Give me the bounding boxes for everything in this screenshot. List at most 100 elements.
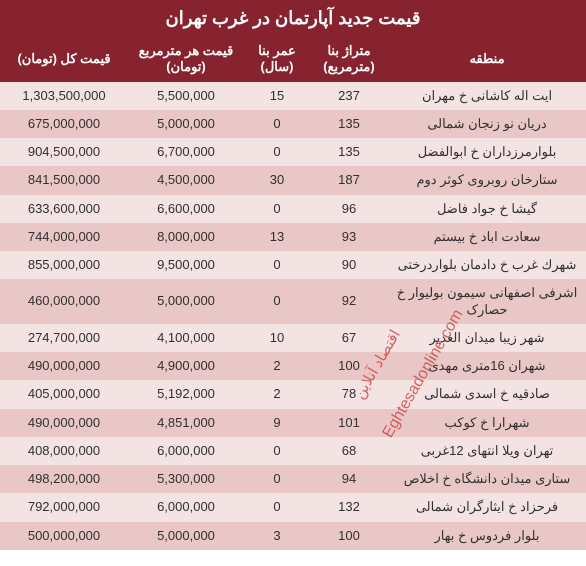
cell-ppm: 6,600,000 — [128, 195, 244, 223]
cell-area: 100 — [310, 522, 388, 550]
cell-area: 100 — [310, 352, 388, 380]
cell-region: دریان نو زنجان شمالی — [388, 110, 586, 138]
cell-area: 96 — [310, 195, 388, 223]
cell-region: شهرارا خ کوکب — [388, 409, 586, 437]
cell-area: 67 — [310, 324, 388, 352]
table-row: بلوار فردوس خ بهار10035,000,000500,000,0… — [0, 522, 586, 550]
col-header-ppm: قیمت هر مترمربع (تومان) — [128, 37, 244, 82]
table-row: شهرارا خ کوکب10194,851,000490,000,000 — [0, 409, 586, 437]
cell-total: 405,000,000 — [0, 380, 128, 408]
cell-region: شهران 16متری مهدی — [388, 352, 586, 380]
cell-age: 0 — [244, 279, 310, 324]
cell-ppm: 5,500,000 — [128, 82, 244, 110]
table-body: ایت اله کاشانی خ مهران237155,500,0001,30… — [0, 82, 586, 550]
cell-ppm: 5,000,000 — [128, 522, 244, 550]
cell-region: بلوار فردوس خ بهار — [388, 522, 586, 550]
cell-ppm: 6,000,000 — [128, 493, 244, 521]
cell-age: 9 — [244, 409, 310, 437]
cell-age: 3 — [244, 522, 310, 550]
cell-area: 94 — [310, 465, 388, 493]
cell-area: 78 — [310, 380, 388, 408]
cell-ppm: 5,000,000 — [128, 110, 244, 138]
cell-ppm: 5,192,000 — [128, 380, 244, 408]
cell-region: شهرك غرب خ دادمان بلواردرختی — [388, 251, 586, 279]
cell-total: 408,000,000 — [0, 437, 128, 465]
cell-total: 274,700,000 — [0, 324, 128, 352]
cell-ppm: 9,500,000 — [128, 251, 244, 279]
cell-age: 13 — [244, 223, 310, 251]
cell-age: 0 — [244, 195, 310, 223]
apartment-price-table: قیمت جدید آپارتمان در غرب تهران منطقه مت… — [0, 0, 586, 550]
cell-area: 92 — [310, 279, 388, 324]
cell-ppm: 4,851,000 — [128, 409, 244, 437]
cell-ppm: 4,900,000 — [128, 352, 244, 380]
cell-age: 0 — [244, 493, 310, 521]
table-row: ستارخان روبروی کوثر دوم187304,500,000841… — [0, 166, 586, 194]
cell-ppm: 6,700,000 — [128, 138, 244, 166]
cell-area: 101 — [310, 409, 388, 437]
cell-region: سعادت اباد خ بیستم — [388, 223, 586, 251]
table-title: قیمت جدید آپارتمان در غرب تهران — [0, 0, 586, 37]
cell-age: 15 — [244, 82, 310, 110]
col-header-region: منطقه — [388, 37, 586, 82]
cell-age: 0 — [244, 138, 310, 166]
table-row: دریان نو زنجان شمالی13505,000,000675,000… — [0, 110, 586, 138]
cell-total: 744,000,000 — [0, 223, 128, 251]
cell-total: 1,303,500,000 — [0, 82, 128, 110]
table-row: شهر زیبا میدان الغدیر67104,100,000274,70… — [0, 324, 586, 352]
cell-area: 90 — [310, 251, 388, 279]
cell-ppm: 5,300,000 — [128, 465, 244, 493]
cell-area: 135 — [310, 110, 388, 138]
col-header-total: قیمت کل (تومان) — [0, 37, 128, 82]
cell-age: 0 — [244, 437, 310, 465]
cell-age: 0 — [244, 110, 310, 138]
table-row: اشرفی اصفهانی سیمون بولیوار خ حصارک9205,… — [0, 279, 586, 324]
cell-total: 460,000,000 — [0, 279, 128, 324]
cell-area: 93 — [310, 223, 388, 251]
cell-region: گیشا خ جواد فاضل — [388, 195, 586, 223]
cell-ppm: 4,100,000 — [128, 324, 244, 352]
cell-region: صادقیه خ اسدی شمالی — [388, 380, 586, 408]
col-header-area: متراژ بنا (مترمربع) — [310, 37, 388, 82]
table-row: شهران 16متری مهدی10024,900,000490,000,00… — [0, 352, 586, 380]
cell-total: 904,500,000 — [0, 138, 128, 166]
cell-age: 0 — [244, 465, 310, 493]
cell-total: 855,000,000 — [0, 251, 128, 279]
cell-region: بلوارمرزداران خ ابوالفضل — [388, 138, 586, 166]
cell-ppm: 5,000,000 — [128, 279, 244, 324]
cell-region: ستاری میدان دانشگاه خ اخلاص — [388, 465, 586, 493]
col-header-age: عمر بنا (سال) — [244, 37, 310, 82]
cell-ppm: 8,000,000 — [128, 223, 244, 251]
cell-ppm: 4,500,000 — [128, 166, 244, 194]
cell-total: 490,000,000 — [0, 352, 128, 380]
cell-total: 490,000,000 — [0, 409, 128, 437]
table-row: سعادت اباد خ بیستم93138,000,000744,000,0… — [0, 223, 586, 251]
cell-area: 237 — [310, 82, 388, 110]
cell-total: 498,200,000 — [0, 465, 128, 493]
cell-total: 633,600,000 — [0, 195, 128, 223]
table-row: ایت اله کاشانی خ مهران237155,500,0001,30… — [0, 82, 586, 110]
cell-area: 68 — [310, 437, 388, 465]
cell-region: تهران ویلا انتهای 12غربی — [388, 437, 586, 465]
cell-region: ستارخان روبروی کوثر دوم — [388, 166, 586, 194]
table-header-row: منطقه متراژ بنا (مترمربع) عمر بنا (سال) … — [0, 37, 586, 82]
cell-age: 2 — [244, 352, 310, 380]
cell-area: 135 — [310, 138, 388, 166]
cell-age: 10 — [244, 324, 310, 352]
table-row: صادقیه خ اسدی شمالی7825,192,000405,000,0… — [0, 380, 586, 408]
cell-total: 500,000,000 — [0, 522, 128, 550]
cell-total: 675,000,000 — [0, 110, 128, 138]
cell-region: اشرفی اصفهانی سیمون بولیوار خ حصارک — [388, 279, 586, 324]
cell-total: 841,500,000 — [0, 166, 128, 194]
cell-area: 187 — [310, 166, 388, 194]
cell-region: شهر زیبا میدان الغدیر — [388, 324, 586, 352]
cell-age: 0 — [244, 251, 310, 279]
cell-age: 30 — [244, 166, 310, 194]
cell-ppm: 6,000,000 — [128, 437, 244, 465]
cell-area: 132 — [310, 493, 388, 521]
table-row: بلوارمرزداران خ ابوالفضل13506,700,000904… — [0, 138, 586, 166]
cell-total: 792,000,000 — [0, 493, 128, 521]
table-row: فرحزاد خ ایثارگران شمالی13206,000,000792… — [0, 493, 586, 521]
table-row: ستاری میدان دانشگاه خ اخلاص9405,300,0004… — [0, 465, 586, 493]
table-row: شهرك غرب خ دادمان بلواردرختی9009,500,000… — [0, 251, 586, 279]
